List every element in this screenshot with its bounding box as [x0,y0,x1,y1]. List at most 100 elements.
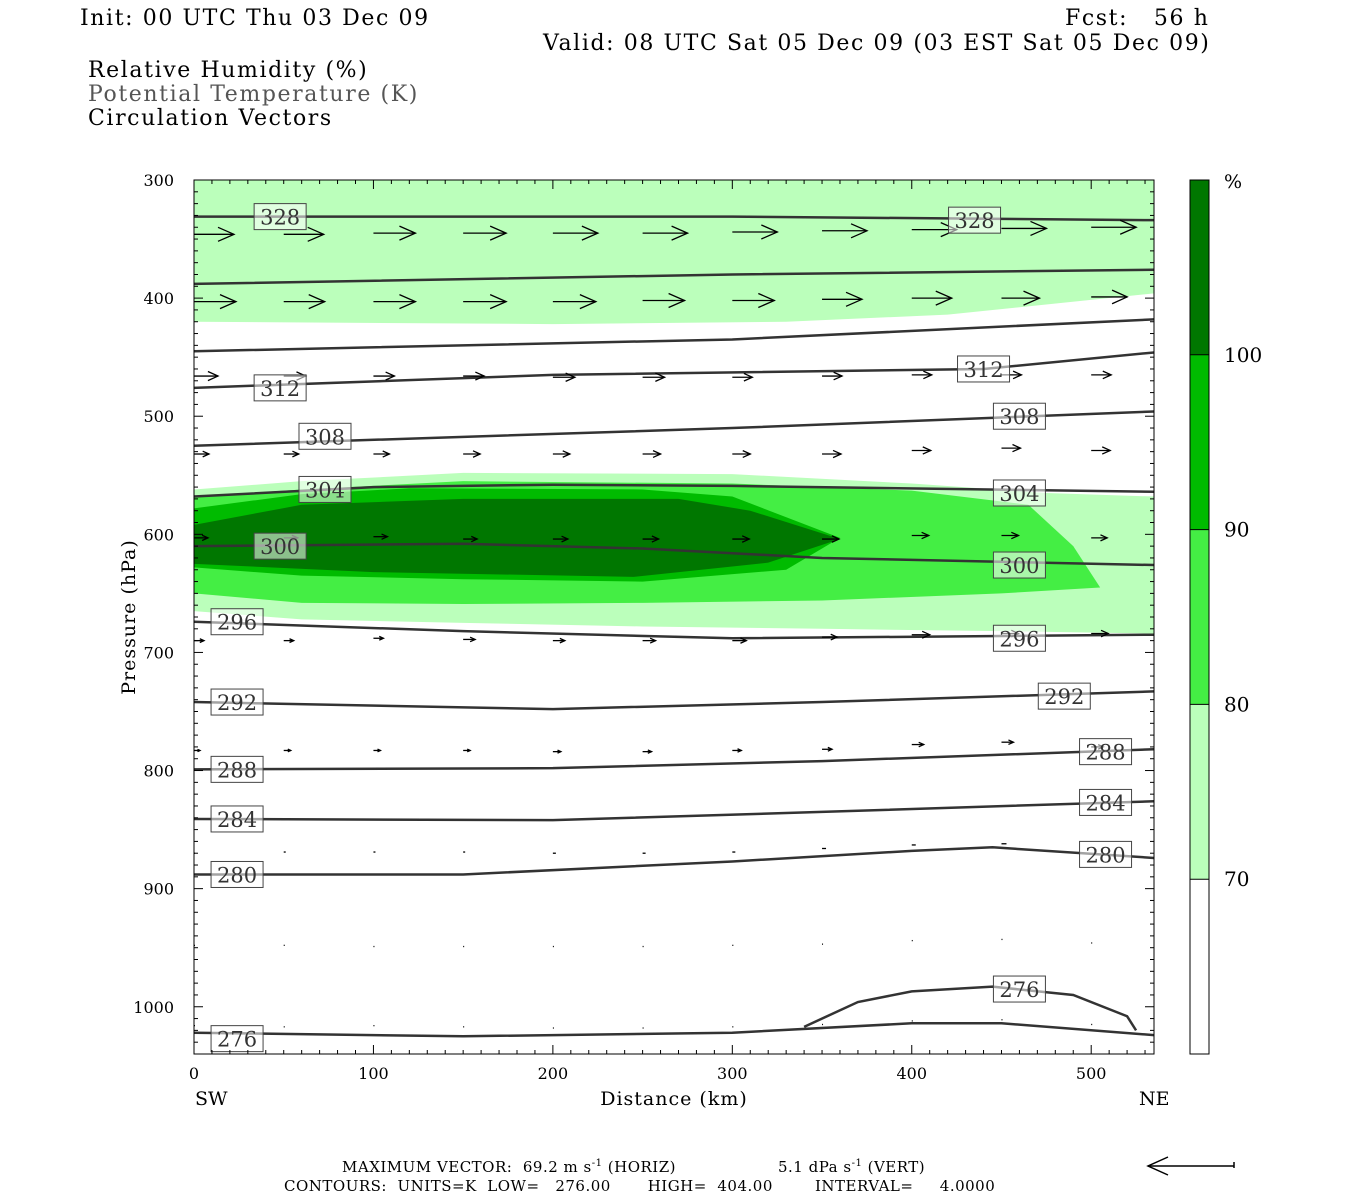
theta-contour-288 [194,748,1154,771]
contour-label-box [253,532,307,560]
contour-label-box [1079,788,1133,816]
contour-label-box [253,203,307,231]
contour-label: 304 [999,482,1039,506]
wind-vector-head [832,449,843,459]
contour-label: 280 [217,863,257,887]
theta-contour-284 [194,799,1154,822]
wind-vector-head [292,450,301,458]
contour-label-box [253,374,307,402]
contour-label: 276 [999,978,1039,1002]
wind-vector-head [1111,289,1129,305]
wind-vector-head [742,450,752,459]
theta-contour-276 [803,985,1138,1032]
axes: 300 400 500 600 700 800 900 1000 0 100 200 300 400 50… [133,171,1154,1083]
wind-vector-head [737,748,743,753]
wind-vector-head [287,748,293,753]
contour-label: 312 [260,377,300,401]
contour-label: 276 [217,1028,257,1052]
wind-vector-head [562,450,572,458]
exponent: -1 [851,1158,863,1169]
rh-region-100 [194,498,840,577]
wind-vector-head [475,371,486,381]
wind-vector-head [741,535,751,543]
field-rh: Relative Humidity (%) [88,58,369,83]
wind-vector-head [833,371,844,381]
contour-label: 308 [305,425,345,449]
contour-label: 328 [260,206,300,230]
y-tick-label: 400 [143,289,174,308]
contour-label: 288 [217,758,257,782]
y-tick-label: 500 [143,407,174,426]
colorbar-segment [1190,879,1209,1054]
wind-vector-head [668,292,687,309]
contour-label-box [1079,840,1133,868]
wind-vector-head [201,534,210,542]
wind-vector-head [655,372,667,382]
colorbar: 100 90 80 70 [1189,179,1262,1055]
colorbar-segment [1190,354,1209,530]
contour-label-box [210,688,264,716]
x-end-left: SW [195,1088,228,1110]
contour-label-box [298,475,352,503]
y-tick-label: 1000 [133,998,174,1017]
exponent: -1 [591,1158,603,1169]
wind-vector-head [850,223,869,239]
wind-vector-head [581,225,600,241]
x-tick-label: 500 [1076,1064,1107,1083]
wind-vector-head [219,294,238,310]
wind-vector-head [830,633,839,641]
wind-vector-head [289,638,296,644]
theta-contour-296 [194,620,1154,640]
y-tick-label: 600 [143,525,174,544]
y-tick-label: 800 [143,762,174,781]
contour-label-box [992,479,1046,507]
wind-vector-head [921,531,931,540]
wind-vector-head [472,450,482,458]
y-tick-label: 700 [143,643,174,662]
contour-label: 292 [1044,685,1084,709]
contour-label: 296 [999,627,1039,651]
colorbar-label: 90 [1224,518,1249,542]
theta-contour-328 [194,215,1154,222]
contour-label-box [948,206,1002,234]
wind-vector-head [647,749,654,754]
contour-label-box [298,422,352,450]
x-tick-label: 200 [538,1064,569,1083]
contour-label-box [992,975,1046,1003]
contour-label: 304 [305,478,345,502]
wind-vector-head [1011,531,1021,540]
wind-vector-head [845,291,864,307]
field-theta: Potential Temperature (K) [88,82,419,107]
wind-vector-head [202,450,211,458]
wind-vector-head [827,746,834,752]
x-end-right: NE [1139,1088,1170,1110]
contour-label-box [1037,682,1091,710]
wind-vector-head [217,226,236,242]
wind-vector-head [1012,370,1024,380]
wind-vector-head [1119,219,1138,235]
wind-vector-head [761,224,779,240]
wind-vector-head [307,226,326,242]
colorbar-segment [1190,704,1209,880]
contour-label: 284 [217,808,257,832]
y-tick-label: 300 [143,171,174,190]
wind-vector-head [561,535,570,543]
wind-vector-head [1012,443,1023,453]
colorbar-label: 100 [1224,343,1262,367]
wind-vector-head [579,294,598,310]
contour-label: 280 [1086,843,1126,867]
init-time: Init: 00 UTC Thu 03 Dec 09 [80,6,430,31]
contour-label-box [210,805,264,833]
wind-vector-head [652,450,663,459]
wind-vector-head [649,637,658,644]
wind-vector-head [758,292,776,309]
wind-vector-head [377,748,383,753]
wind-vector-head [565,372,577,382]
wind-vector-head [557,749,563,754]
contour-label: 328 [955,209,995,233]
contour-label: 292 [217,691,257,715]
wind-vector-head [385,371,397,381]
theta-contour-292 [194,690,1154,711]
contour-label: 296 [217,611,257,635]
